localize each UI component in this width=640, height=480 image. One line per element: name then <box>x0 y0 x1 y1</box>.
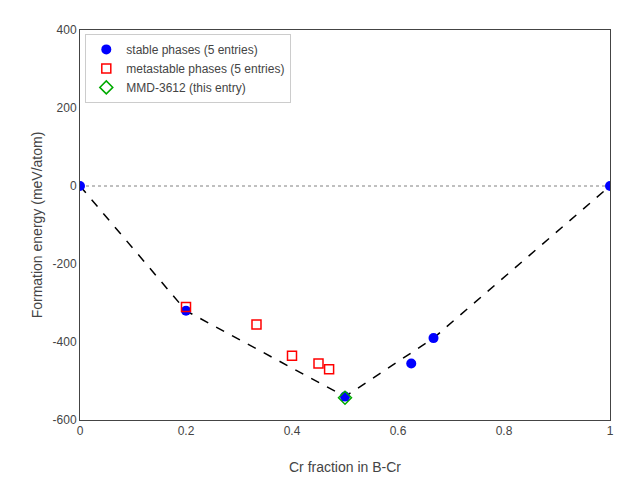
svg-text:-600: -600 <box>53 413 77 427</box>
svg-text:metastable phases (5 entries): metastable phases (5 entries) <box>126 62 284 76</box>
svg-text:0: 0 <box>70 179 77 193</box>
svg-text:0.8: 0.8 <box>496 424 513 438</box>
svg-text:Cr fraction in B-Cr: Cr fraction in B-Cr <box>289 459 401 475</box>
svg-text:Formation energy (meV/atom): Formation energy (meV/atom) <box>29 132 45 319</box>
svg-text:400: 400 <box>57 23 77 37</box>
svg-text:-200: -200 <box>53 257 77 271</box>
svg-text:stable phases (5 entries): stable phases (5 entries) <box>126 43 257 57</box>
svg-text:0.6: 0.6 <box>390 424 407 438</box>
svg-text:0: 0 <box>77 424 84 438</box>
svg-text:0.2: 0.2 <box>178 424 195 438</box>
svg-text:0.4: 0.4 <box>284 424 301 438</box>
svg-text:200: 200 <box>57 101 77 115</box>
svg-text:-400: -400 <box>53 335 77 349</box>
svg-text:1: 1 <box>607 424 614 438</box>
svg-text:MMD-3612 (this entry): MMD-3612 (this entry) <box>126 81 245 95</box>
